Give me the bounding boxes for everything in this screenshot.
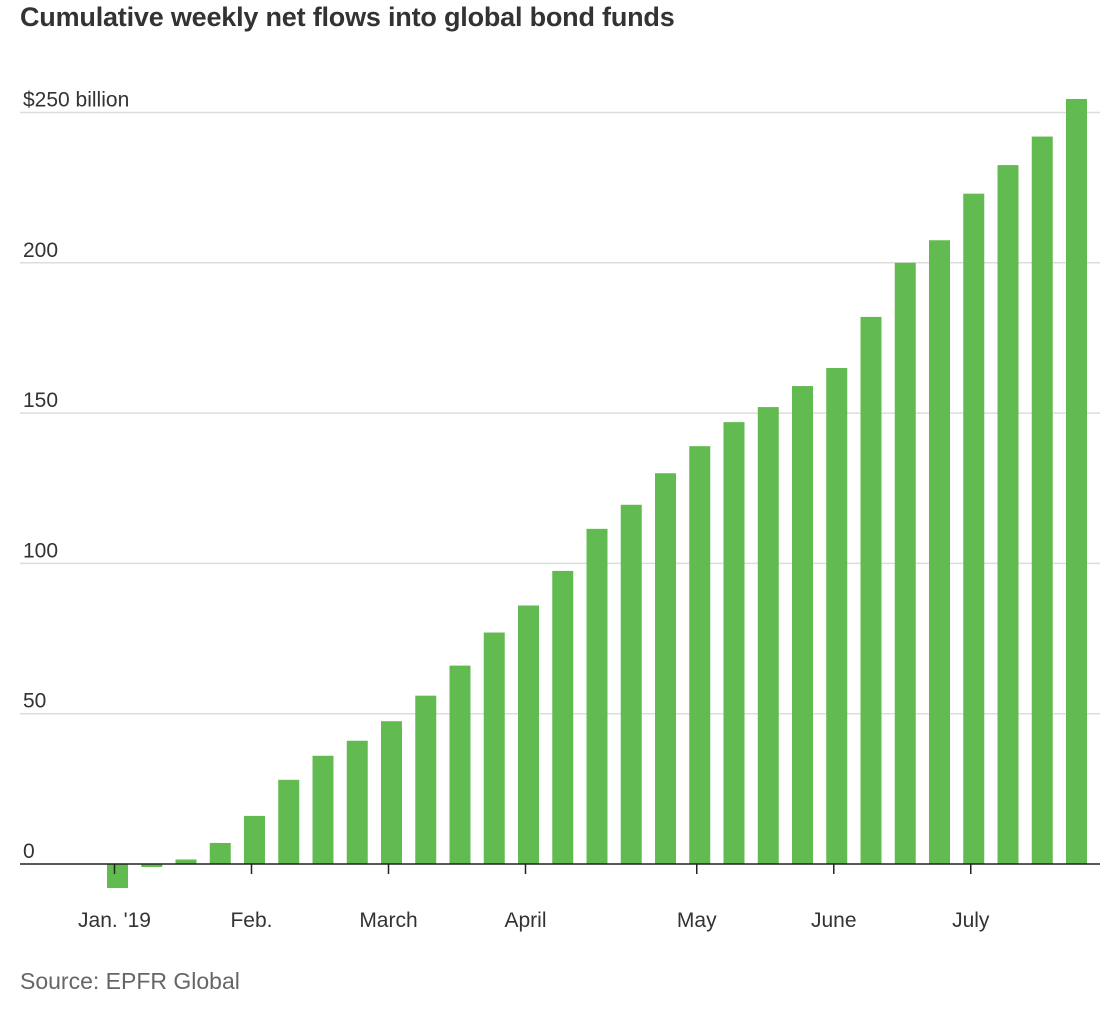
bar (449, 665, 471, 864)
bar (860, 316, 882, 865)
x-tick-label: March (359, 909, 417, 932)
y-tick-label: $250 billion (23, 89, 129, 112)
bar (552, 570, 574, 864)
x-tick-label: July (952, 909, 990, 932)
y-axis-labels: $250 billion 200 150 100 50 0 (23, 89, 129, 864)
x-tick-label: Jan. '19 (78, 909, 151, 932)
bar (107, 864, 128, 889)
y-tick-label: 0 (23, 840, 35, 863)
bar (723, 422, 745, 864)
x-tick-label: June (811, 909, 857, 932)
bar (620, 504, 642, 864)
bar (381, 721, 402, 864)
x-tick-label: Feb. (230, 909, 272, 932)
bar (415, 695, 437, 864)
bar (1066, 98, 1087, 864)
y-tick-label: 100 (23, 539, 58, 562)
bar (586, 528, 608, 864)
source-note: Source: EPFR Global (20, 968, 240, 994)
bar (655, 473, 676, 864)
bar (997, 165, 1019, 865)
bar (826, 368, 848, 864)
x-tick-label: April (504, 909, 546, 932)
y-tick-label: 150 (23, 389, 58, 412)
chart-title: Cumulative weekly net flows into global … (20, 2, 675, 32)
bar (244, 815, 265, 864)
bar (346, 740, 368, 864)
bar (141, 864, 163, 868)
bar (483, 632, 505, 864)
bar (175, 859, 197, 864)
gridlines (20, 111, 1100, 715)
bar (312, 755, 334, 864)
y-tick-label: 50 (23, 690, 46, 713)
bars (107, 98, 1087, 889)
bar (1031, 136, 1053, 865)
bar (929, 240, 950, 864)
x-axis: Jan. '19 Feb. March April May June July (20, 863, 1100, 932)
bar (792, 386, 813, 864)
bar (518, 605, 539, 864)
bar (209, 842, 231, 864)
x-tick-label: May (677, 909, 717, 932)
bar (757, 407, 779, 864)
bar (963, 193, 985, 865)
y-tick-label: 200 (23, 239, 58, 262)
bar (894, 262, 916, 864)
bar (689, 446, 711, 864)
bar (278, 779, 300, 864)
